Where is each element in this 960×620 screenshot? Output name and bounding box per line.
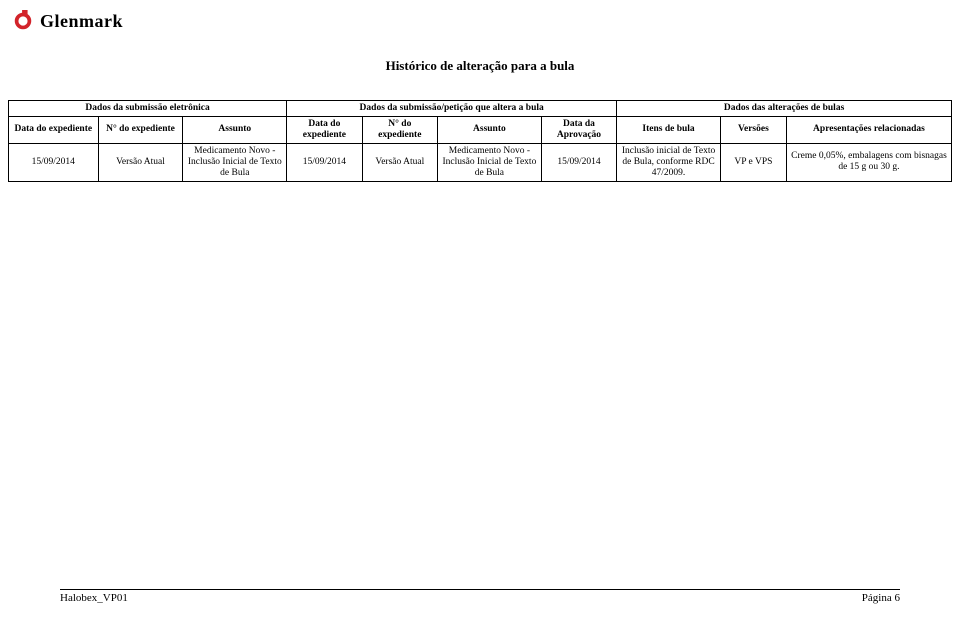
cell: Inclusão inicial de Texto de Bula, confo… bbox=[617, 143, 721, 181]
group-header-2: Dados da submissão/petição que altera a … bbox=[287, 101, 617, 117]
cell: VP e VPS bbox=[720, 143, 786, 181]
cell: 15/09/2014 bbox=[9, 143, 99, 181]
col-header: Apresentações relacionadas bbox=[786, 116, 951, 143]
col-header: Data do expediente bbox=[9, 116, 99, 143]
group-header-3: Dados das alterações de bulas bbox=[617, 101, 952, 117]
col-header: Data do expediente bbox=[287, 116, 362, 143]
col-header: N° do expediente bbox=[362, 116, 437, 143]
brand-name: Glenmark bbox=[40, 11, 123, 32]
col-header: Assunto bbox=[183, 116, 287, 143]
group-header-1: Dados da submissão eletrônica bbox=[9, 101, 287, 117]
cell: Versão Atual bbox=[98, 143, 183, 181]
cell: Versão Atual bbox=[362, 143, 437, 181]
cell: 15/09/2014 bbox=[287, 143, 362, 181]
col-header: Assunto bbox=[438, 116, 542, 143]
group-header-row: Dados da submissão eletrônica Dados da s… bbox=[9, 101, 952, 117]
page-title: Histórico de alteração para a bula bbox=[0, 58, 960, 74]
column-header-row: Data do expediente N° do expediente Assu… bbox=[9, 116, 952, 143]
cell: Medicamento Novo - Inclusão Inicial de T… bbox=[438, 143, 542, 181]
page-footer: Halobex_VP01 Página 6 bbox=[60, 589, 900, 604]
col-header: Itens de bula bbox=[617, 116, 721, 143]
table-row: 15/09/2014 Versão Atual Medicamento Novo… bbox=[9, 143, 952, 181]
page: Glenmark Histórico de alteração para a b… bbox=[0, 0, 960, 620]
cell: Creme 0,05%, embalagens com bisnagas de … bbox=[786, 143, 951, 181]
brand-logo: Glenmark bbox=[12, 10, 123, 32]
footer-left: Halobex_VP01 bbox=[60, 592, 128, 604]
history-table: Dados da submissão eletrônica Dados da s… bbox=[8, 100, 952, 182]
cell: 15/09/2014 bbox=[541, 143, 616, 181]
col-header: N° do expediente bbox=[98, 116, 183, 143]
history-table-wrap: Dados da submissão eletrônica Dados da s… bbox=[8, 100, 952, 182]
footer-right: Página 6 bbox=[862, 592, 900, 604]
col-header: Versões bbox=[720, 116, 786, 143]
glenmark-icon bbox=[12, 10, 34, 32]
col-header: Data da Aprovação bbox=[541, 116, 616, 143]
cell: Medicamento Novo - Inclusão Inicial de T… bbox=[183, 143, 287, 181]
